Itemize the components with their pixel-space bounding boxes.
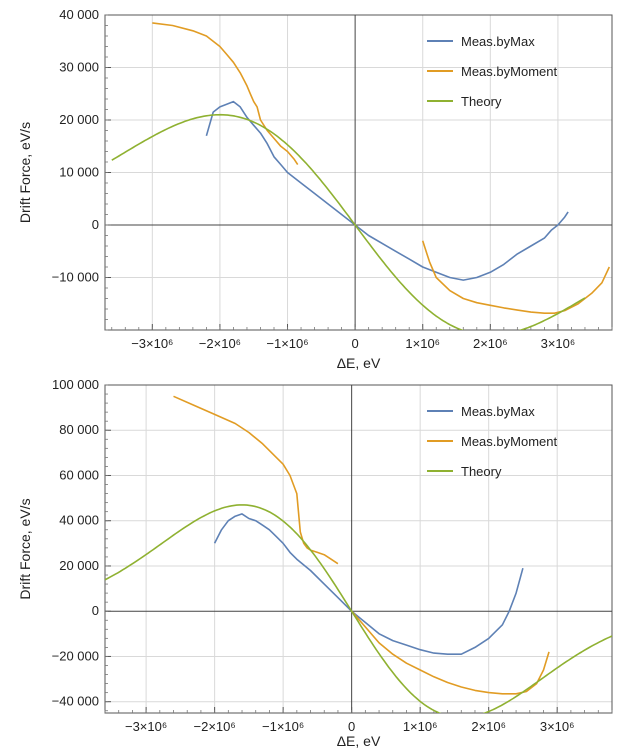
legend-label-theory: Theory xyxy=(461,464,502,479)
y-tick-label: 0 xyxy=(92,217,99,232)
x-tick-label: −2×10⁶ xyxy=(199,336,241,351)
chart-1: −3×10⁶ −2×10⁶ −1×10⁶ 0 1×10⁶ 2×10⁶ 3×10⁶ 40 000… xyxy=(17,7,613,371)
legend: Meas.byMax Meas.byMoment Theory xyxy=(427,404,557,479)
x-tick-label: −2×10⁶ xyxy=(194,719,236,734)
legend-label-meas-bymoment: Meas.byMoment xyxy=(461,434,557,449)
legend: Meas.byMax Meas.byMoment Theory xyxy=(427,34,557,109)
x-tick-label: 2×10⁶ xyxy=(471,719,506,734)
series-line-meas-bymax xyxy=(205,100,569,281)
y-tick-label: −40 000 xyxy=(52,694,99,709)
y-tick-label: 0 xyxy=(92,603,99,618)
x-tick-label: −3×10⁶ xyxy=(131,336,173,351)
y-tick-label: 40 000 xyxy=(59,7,99,22)
y-tick-label: 100 000 xyxy=(52,377,99,392)
x-tick-label: 0 xyxy=(348,719,355,734)
series-line-meas-bymoment xyxy=(152,22,299,166)
y-tick-label: 20 000 xyxy=(59,558,99,573)
x-tick-label: 3×10⁶ xyxy=(540,719,575,734)
series-line-meas-bymoment xyxy=(350,610,550,695)
series-line-theory xyxy=(105,504,612,713)
x-tick-label: 0 xyxy=(352,336,359,351)
legend-label-meas-bymax: Meas.byMax xyxy=(461,34,535,49)
series-line-theory xyxy=(111,113,586,330)
x-tick-label: −1×10⁶ xyxy=(262,719,304,734)
series-line-meas-bymax xyxy=(213,513,524,656)
legend-label-theory: Theory xyxy=(461,94,502,109)
plot-frame xyxy=(104,384,613,714)
y-tick-label: 20 000 xyxy=(59,112,99,127)
x-tick-label: 1×10⁶ xyxy=(403,719,438,734)
y-tick-label: 80 000 xyxy=(59,422,99,437)
y-tick-label: 30 000 xyxy=(59,60,99,75)
x-axis-title: ΔE, eV xyxy=(337,355,381,371)
chart-2: −3×10⁶ −2×10⁶ −1×10⁶ 0 1×10⁶ 2×10⁶ 3×10⁶ 100 00… xyxy=(17,377,613,749)
y-tick-label: 60 000 xyxy=(59,467,99,482)
plot-area xyxy=(105,395,612,713)
plot-area xyxy=(111,22,611,330)
x-tick-label: 3×10⁶ xyxy=(541,336,576,351)
y-axis-title: Drift Force, eV/s xyxy=(17,498,33,599)
y-tick-label: 10 000 xyxy=(59,165,99,180)
x-tick-label: −1×10⁶ xyxy=(266,336,308,351)
series-line-meas-bymoment xyxy=(173,395,339,565)
x-axis-title: ΔE, eV xyxy=(337,733,381,749)
x-tick-label: 1×10⁶ xyxy=(405,336,440,351)
legend-label-meas-bymoment: Meas.byMoment xyxy=(461,64,557,79)
legend-label-meas-bymax: Meas.byMax xyxy=(461,404,535,419)
y-tick-label: −20 000 xyxy=(52,648,99,663)
y-tick-label: −10 000 xyxy=(52,270,99,285)
y-tick-label: 40 000 xyxy=(59,513,99,528)
series-line-meas-bymoment xyxy=(421,240,611,315)
x-tick-label: −3×10⁶ xyxy=(125,719,167,734)
x-tick-label: 2×10⁶ xyxy=(473,336,508,351)
y-axis-title: Drift Force, eV/s xyxy=(17,122,33,223)
